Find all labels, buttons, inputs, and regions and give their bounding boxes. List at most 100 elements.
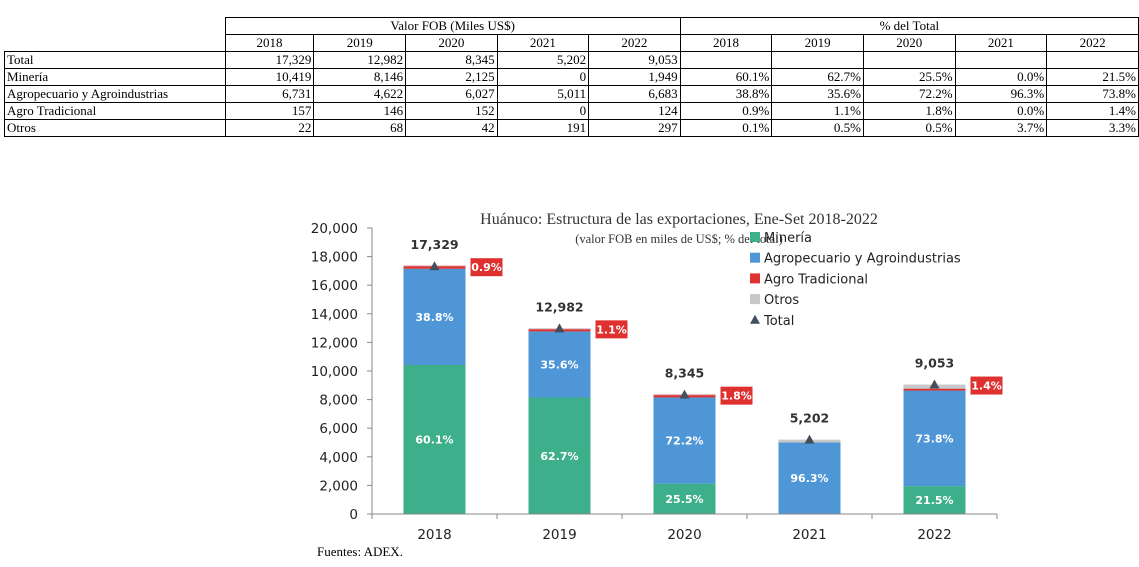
fob-cell: 42 (405, 119, 498, 137)
y-tick-label: 14,000 (311, 307, 358, 323)
source-note: Fuentes: ADEX. (317, 544, 403, 559)
fob-cell: 17,329 (224, 51, 315, 69)
agro-tradicional-label: 0.9% (471, 261, 502, 274)
pct-cell: 96.3% (954, 85, 1048, 103)
legend-label: Total (763, 314, 794, 329)
table-row: Agro Tradicional 157 146 152 0 124 0.9% 1.1% 1.8… (4, 102, 1139, 120)
fob-year-header: 2020 (405, 34, 498, 52)
pct-cell: 0.1% (679, 119, 773, 137)
total-label: 12,982 (535, 299, 583, 314)
bar-segment (403, 268, 466, 366)
agro-tradicional-label: 1.4% (971, 380, 1002, 393)
pct-cell: 0.5% (771, 119, 864, 137)
pct-cell: 72.2% (862, 85, 956, 103)
segment-label: 38.8% (415, 311, 453, 324)
pct-cell: 1.8% (862, 102, 956, 120)
total-marker (804, 434, 815, 444)
legend-swatch (750, 252, 760, 263)
row-label: Minería (4, 68, 226, 86)
agro-tradicional-label: 1.8% (721, 390, 752, 403)
fob-cell: 68 (313, 119, 407, 137)
table-year-header-row: 2018 2019 2020 2021 2022 2018 2019 2020 2021 2022 (5, 34, 1139, 52)
y-tick-label: 8,000 (319, 393, 358, 409)
pct-cell: 62.7% (771, 68, 864, 86)
y-tick-label: 12,000 (311, 335, 358, 351)
table-row: Total 17,329 12,982 8,345 5,202 9,053 (4, 51, 1139, 69)
segment-label: 96.3% (790, 472, 828, 485)
table-row: Otros 22 68 42 191 297 0.1% 0.5% 0.5% 3.7% 3.3% (4, 119, 1139, 137)
agro-tradicional-badge (470, 258, 503, 277)
total-label: 5,202 (790, 411, 830, 426)
fob-cell: 146 (313, 102, 407, 120)
x-tick-label: 2022 (917, 527, 951, 543)
agro-tradicional-badge (720, 386, 753, 405)
data-table: Valor FOB (Miles US$) % del Total 2018 20… (4, 17, 1139, 137)
segment-label: 21.5% (915, 494, 953, 507)
row-label: Agro Tradicional (4, 102, 226, 120)
x-axis: 2018 2019 2020 2021 2022 (371, 513, 998, 543)
chart-title: Huánuco: Estructura de las exportaciones… (480, 211, 878, 228)
segment-label: 72.2% (665, 435, 703, 448)
x-tick-label: 2018 (417, 527, 451, 543)
total-marker (429, 261, 440, 271)
segment-label: 25.5% (665, 493, 703, 506)
row-label: Agropecuario y Agroindustrias (4, 85, 226, 103)
y-tick-label: 4,000 (319, 450, 358, 466)
legend-total-marker (750, 314, 760, 324)
y-tick-label: 18,000 (311, 250, 358, 266)
legend-swatch (750, 294, 760, 305)
x-tick-label: 2020 (667, 527, 701, 543)
bar-segment (528, 331, 591, 398)
fob-cell: 5,202 (496, 51, 590, 69)
y-tick-label: 10,000 (311, 364, 358, 380)
pct-cell: 35.6% (771, 85, 864, 103)
pct-cell: 25.5% (862, 68, 956, 86)
y-tick-label: 0 (349, 507, 358, 523)
y-tick-label: 20,000 (311, 221, 358, 237)
table-row: Minería 10,419 8,146 2,125 0 1,949 60.1% 62.7% 2… (4, 68, 1139, 86)
x-tick-label: 2019 (542, 527, 576, 543)
x-tick-label: 2021 (792, 527, 826, 543)
fob-cell: 297 (588, 119, 681, 137)
total-marker (554, 323, 565, 333)
row-label: Otros (4, 119, 226, 137)
bar-segment (653, 483, 716, 514)
legend-label: Otros (764, 293, 799, 308)
total-label: 8,345 (665, 366, 705, 381)
fob-cell: 8,345 (405, 51, 498, 69)
legend: Minería Agropecuario y Agroindustrias Agro… (750, 231, 961, 329)
fob-cell: 8,146 (313, 68, 407, 86)
legend-swatch (750, 273, 760, 284)
legend-label: Minería (764, 231, 812, 246)
segment-label: 60.1% (415, 434, 453, 447)
total-label: 9,053 (915, 356, 955, 371)
agro-tradicional-label: 1.1% (596, 323, 627, 336)
legend-swatch (750, 232, 760, 242)
fob-cell: 9,053 (588, 51, 681, 69)
segment-label: 62.7% (540, 450, 578, 463)
bar-segment (903, 390, 966, 487)
y-tick-label: 2,000 (319, 478, 358, 494)
fob-cell: 2,125 (405, 68, 498, 86)
legend-label: Agropecuario y Agroindustrias (764, 252, 961, 267)
pct-cell: 3.7% (954, 119, 1048, 137)
chart-subtitle: (valor FOB en miles de US$; % del total) (575, 232, 783, 246)
total-marker (679, 389, 690, 399)
fob-cell: 1,949 (588, 68, 681, 86)
agro-tradicional-badge (595, 320, 628, 339)
pct-cell: 3.3% (1046, 119, 1139, 137)
bar-segment (778, 442, 841, 514)
segment-label: 35.6% (540, 358, 578, 371)
y-tick-label: 6,000 (319, 421, 358, 437)
legend-label: Agro Tradicional (764, 272, 868, 287)
total-marker (929, 379, 940, 389)
table-body: Total 17,329 12,982 8,345 5,202 9,053 Minería 1… (4, 51, 1139, 137)
fob-cell: 22 (224, 119, 315, 137)
fob-cell: 4,622 (313, 85, 407, 103)
y-tick-label: 16,000 (311, 278, 358, 294)
bar-segment (653, 397, 716, 484)
bars-layer: 60.1% 38.8% 17,329 0.9% 62.7% 35.6% 12,982 1.1%… (403, 237, 1003, 514)
pct-cell: 0.5% (862, 119, 956, 137)
agro-tradicional-badge (970, 376, 1003, 395)
